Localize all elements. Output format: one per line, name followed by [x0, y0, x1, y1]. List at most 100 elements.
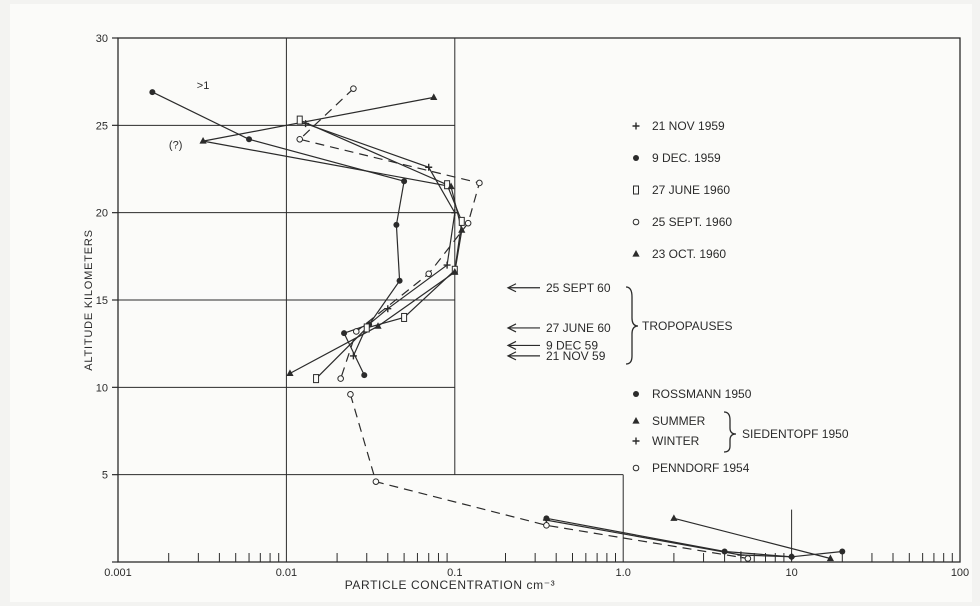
point-square — [363, 323, 370, 333]
point-triangle — [458, 226, 466, 233]
legend: 21 NOV 1959 9 DEC. 1959 27 JUNE 1960 25 SEP… — [632, 119, 849, 475]
annotation-mark: >1 — [197, 80, 210, 92]
point-triangle — [286, 369, 294, 376]
legend-label: 9 DEC. 1959 — [652, 151, 721, 165]
point-triangle — [670, 514, 678, 521]
point-triangle — [632, 417, 640, 424]
point-circle — [744, 555, 752, 562]
point-dot — [341, 330, 348, 337]
point-square — [633, 185, 639, 195]
series-line-1 — [152, 91, 405, 376]
tropopause-arrowhead — [506, 323, 517, 333]
x-tick-label: 0.001 — [104, 567, 132, 579]
point-circle — [464, 219, 472, 227]
point-circle — [352, 328, 360, 335]
x-tick-label: 0.1 — [447, 567, 462, 579]
point-plus — [425, 163, 433, 171]
legend-label: 21 NOV 1959 — [652, 119, 725, 133]
point-square — [313, 374, 320, 384]
legend-label: ROSSMANN 1950 — [652, 387, 752, 401]
series-line-4 — [202, 96, 463, 374]
tropopause-date: 21 NOV 59 — [546, 349, 606, 363]
point-square — [401, 312, 408, 322]
paper-background — [10, 4, 972, 602]
tropopause-date: 9 DEC 59 — [546, 338, 598, 352]
tropopause-arrowhead — [506, 283, 517, 293]
point-triangle — [632, 250, 640, 257]
annotations: >1 (?) — [169, 80, 209, 151]
y-axis-label: ALTITUDE KILOMETERS — [83, 229, 95, 371]
point-dot — [839, 548, 846, 555]
point-plus — [451, 209, 459, 217]
point-plus — [349, 352, 357, 360]
point-square — [444, 180, 451, 190]
y-tick-label: 15 — [96, 295, 108, 307]
tick-labels: 0.001 0.01 0.1 1.0 10 100 5 10 15 20 25 30 — [96, 33, 969, 579]
tropopause-date: 25 SEPT 60 — [546, 281, 611, 295]
x-tick-label: 100 — [951, 567, 969, 579]
axes — [112, 37, 961, 563]
series-lines — [152, 88, 843, 560]
point-circle — [425, 270, 433, 278]
point-circle — [296, 136, 304, 143]
point-plus — [788, 553, 796, 561]
point-dot — [396, 277, 403, 284]
series-line-6 — [673, 517, 831, 560]
point-dot — [721, 548, 728, 555]
point-dot — [246, 136, 253, 143]
point-square — [458, 216, 465, 226]
point-circle — [632, 464, 640, 472]
tropopause-brace — [625, 286, 639, 365]
x-tick-label: 10 — [785, 567, 797, 579]
legend-label: 23 OCT. 1960 — [652, 247, 726, 261]
tropopause-arrowhead — [506, 351, 517, 361]
point-plus — [302, 120, 310, 128]
point-dot — [393, 221, 400, 228]
y-tick-label: 25 — [96, 120, 108, 132]
point-triangle — [199, 137, 207, 144]
point-plus — [737, 551, 745, 559]
point-dot — [633, 391, 639, 397]
point-plus — [632, 437, 640, 445]
siedentopf-brace — [723, 411, 737, 453]
point-triangle — [374, 322, 382, 329]
series-markers — [149, 85, 846, 562]
tropopause-arrowhead — [506, 340, 517, 350]
point-dot — [401, 178, 408, 185]
point-dot — [361, 372, 368, 379]
point-circle — [337, 375, 344, 382]
legend-label: SUMMER — [652, 414, 706, 428]
point-circle — [372, 478, 380, 485]
point-triangle — [451, 268, 459, 275]
point-circle — [476, 179, 483, 187]
point-circle — [543, 522, 550, 529]
legend-label: WINTER — [652, 434, 700, 448]
point-plus — [384, 305, 392, 313]
point-triangle — [430, 93, 438, 100]
annotation-mark: (?) — [169, 140, 182, 152]
series-line-8 — [349, 394, 748, 560]
legend-label: 25 SEPT. 1960 — [652, 215, 732, 229]
legend-label: PENNDORF 1954 — [652, 461, 750, 475]
point-dot — [149, 89, 156, 96]
point-plus — [632, 122, 640, 130]
y-tick-label: 20 — [96, 208, 108, 220]
point-square — [296, 115, 303, 125]
tropopauses-label: TROPOPAUSES — [642, 319, 732, 333]
x-tick-label: 0.01 — [276, 567, 297, 579]
series-line-5 — [546, 517, 843, 558]
y-tick-label: 30 — [96, 33, 108, 45]
grid — [118, 38, 793, 562]
point-circle — [350, 85, 357, 92]
x-axis-label: PARTICLE CONCENTRATION cm⁻³ — [345, 578, 556, 592]
siedentopf-label: SIEDENTOPF 1950 — [742, 427, 849, 441]
x-tick-label: 1.0 — [616, 567, 631, 579]
point-triangle — [826, 554, 835, 562]
tropopause-date: 27 JUNE 60 — [546, 321, 611, 335]
y-tick-label: 5 — [102, 470, 108, 482]
point-dot — [633, 155, 639, 161]
point-circle — [632, 218, 640, 226]
